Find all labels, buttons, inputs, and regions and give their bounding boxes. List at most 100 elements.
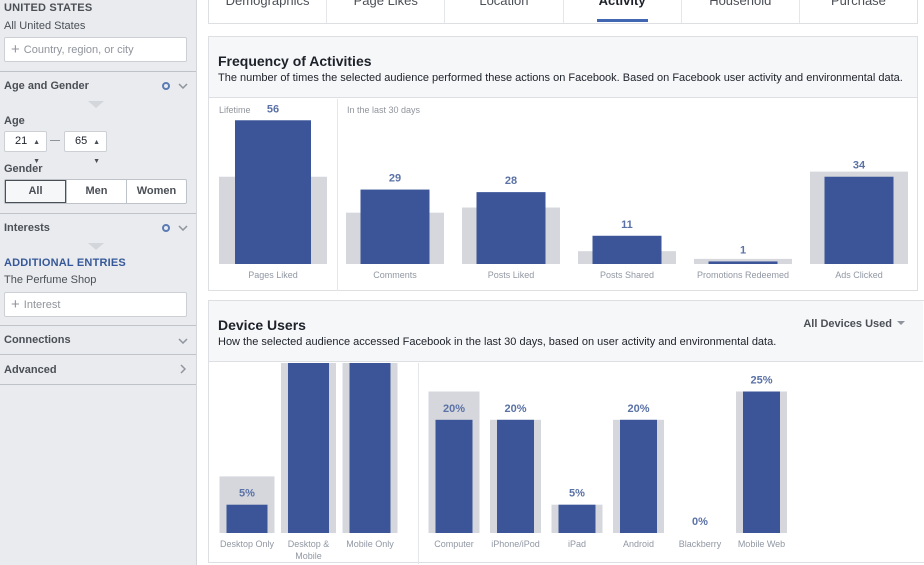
frequency-card: Frequency of Activities The number of ti… [208, 36, 918, 291]
value-label-desktop-only: 5% [239, 488, 255, 500]
tab-activity[interactable]: Activity [562, 0, 681, 23]
gear-icon[interactable] [162, 224, 170, 232]
bar-posts-liked [476, 192, 546, 264]
chevron-down-icon[interactable] [178, 338, 188, 344]
tab-page-likes[interactable]: Page Likes [326, 0, 444, 23]
frequency-chart: Lifetime In the last 30 days 56 Pages Lik… [219, 99, 908, 291]
tab-label: Demographics [225, 0, 310, 8]
bar-mobile-web [743, 391, 780, 533]
value-label-comments: 29 [389, 173, 401, 185]
bar-iphone-ipod [497, 419, 534, 533]
device-filter-label: All Devices Used [803, 318, 892, 330]
interest-placeholder: Interest [23, 299, 61, 311]
divider [0, 354, 196, 355]
category-label-computer: Computer [434, 539, 474, 549]
value-label-computer: 20% [443, 403, 465, 415]
interest-entry: The Perfume Shop [4, 274, 97, 286]
bar-computer [435, 419, 473, 533]
section-notch [88, 243, 104, 250]
gender-all-button[interactable]: All [5, 180, 66, 203]
age-range-dash [50, 140, 60, 141]
device-description: How the selected audience accessed Faceb… [218, 336, 777, 348]
device-card: Device Users How the selected audience a… [208, 300, 924, 564]
frequency-title: Frequency of Activities [218, 53, 372, 69]
plus-icon: + [11, 296, 20, 313]
category-label-blackberry: Blackberry [679, 539, 722, 549]
age-min-value: 21 [15, 135, 28, 147]
lifetime-label: Lifetime [219, 105, 251, 115]
gender-men-button[interactable]: Men [66, 180, 126, 203]
value-label-blackberry: 0% [692, 516, 708, 528]
tab-label: Page Likes [353, 0, 418, 8]
age-min-select[interactable]: 21 ▲ ▼ [4, 131, 47, 165]
bar-desktop-mobile [288, 363, 329, 533]
location-subtitle: All United States [4, 20, 86, 32]
tab-purchase[interactable]: Purchase [798, 0, 917, 23]
connections-header[interactable]: Connections [4, 334, 71, 346]
gear-icon[interactable] [162, 82, 170, 90]
gender-label: Gender [4, 163, 43, 175]
gender-women-button[interactable]: Women [126, 180, 186, 203]
select-arrow-icon: ▲ ▼ [93, 139, 100, 165]
value-label-ads-clicked: 34 [853, 160, 866, 172]
bar-android [620, 419, 657, 533]
value-label-ipad: 5% [569, 488, 585, 500]
value-label-promotions-redeemed: 1 [740, 244, 746, 256]
value-label-iphone-ipod: 20% [504, 403, 526, 415]
last30-label: In the last 30 days [347, 105, 421, 115]
bar-ipad [558, 504, 596, 533]
insights-tabs: Demographics Page Likes Location Activit… [208, 0, 918, 24]
divider [0, 213, 196, 214]
category-label-comments: Comments [373, 270, 417, 280]
divider [0, 71, 196, 72]
category-label-posts-shared: Posts Shared [600, 270, 654, 280]
tab-demographics[interactable]: Demographics [209, 0, 326, 23]
bar-comments [360, 189, 430, 264]
value-label-pages-liked: 56 [267, 103, 279, 115]
category-label-pages-liked: Pages Liked [248, 270, 298, 280]
bar-desktop-only [226, 504, 268, 533]
category-label-desktop-mobile: Desktop & [288, 539, 330, 549]
divider [0, 384, 196, 385]
select-arrow-icon: ▲ ▼ [33, 139, 40, 165]
age-gender-header[interactable]: Age and Gender [4, 80, 89, 92]
divider [0, 325, 196, 326]
category-label-desktop-mobile-line2: Mobile [295, 551, 322, 561]
additional-entries-label: ADDITIONAL ENTRIES [4, 257, 126, 269]
chevron-right-icon[interactable] [180, 364, 186, 374]
chevron-down-icon[interactable] [178, 83, 188, 89]
bar-ads-clicked [824, 176, 894, 264]
frequency-description: The number of times the selected audienc… [218, 72, 903, 84]
age-max-select[interactable]: 65 ▲ ▼ [64, 131, 107, 165]
interests-header[interactable]: Interests [4, 222, 50, 234]
bar-posts-shared [592, 235, 662, 264]
category-label-promotions-redeemed: Promotions Redeemed [697, 270, 789, 280]
section-notch [88, 101, 104, 108]
caret-down-icon [897, 321, 905, 325]
value-label-mobile-web: 25% [750, 375, 772, 387]
chevron-down-icon[interactable] [178, 225, 188, 231]
value-label-posts-shared: 11 [621, 219, 633, 231]
age-max-value: 65 [75, 135, 88, 147]
bar-mobile-only [349, 363, 391, 533]
bar-pages-liked [235, 120, 311, 264]
tab-label: Household [709, 0, 772, 8]
interest-input[interactable]: + Interest [4, 292, 187, 317]
category-label-android: Android [623, 539, 654, 549]
advanced-header[interactable]: Advanced [4, 364, 57, 376]
bar-promotions-redeemed [708, 261, 778, 264]
device-chart: 5%Desktop Only50%Desktop &Mobile45%Mobil… [219, 363, 787, 564]
tab-household[interactable]: Household [680, 0, 799, 23]
category-label-mobile-web: Mobile Web [738, 539, 785, 549]
device-header: Device Users How the selected audience a… [209, 301, 923, 362]
age-label: Age [4, 115, 25, 127]
plus-icon: + [11, 41, 20, 58]
device-filter-dropdown[interactable]: All Devices Used [803, 318, 905, 330]
location-input[interactable]: + Country, region, or city [4, 37, 187, 62]
gender-toggle: All Men Women [4, 179, 187, 204]
tab-location[interactable]: Location [444, 0, 562, 23]
category-label-mobile-only: Mobile Only [346, 539, 394, 549]
category-label-ads-clicked: Ads Clicked [835, 270, 883, 280]
category-label-desktop-only: Desktop Only [220, 539, 275, 549]
category-label-iphone-ipod: iPhone/iPod [491, 539, 540, 549]
